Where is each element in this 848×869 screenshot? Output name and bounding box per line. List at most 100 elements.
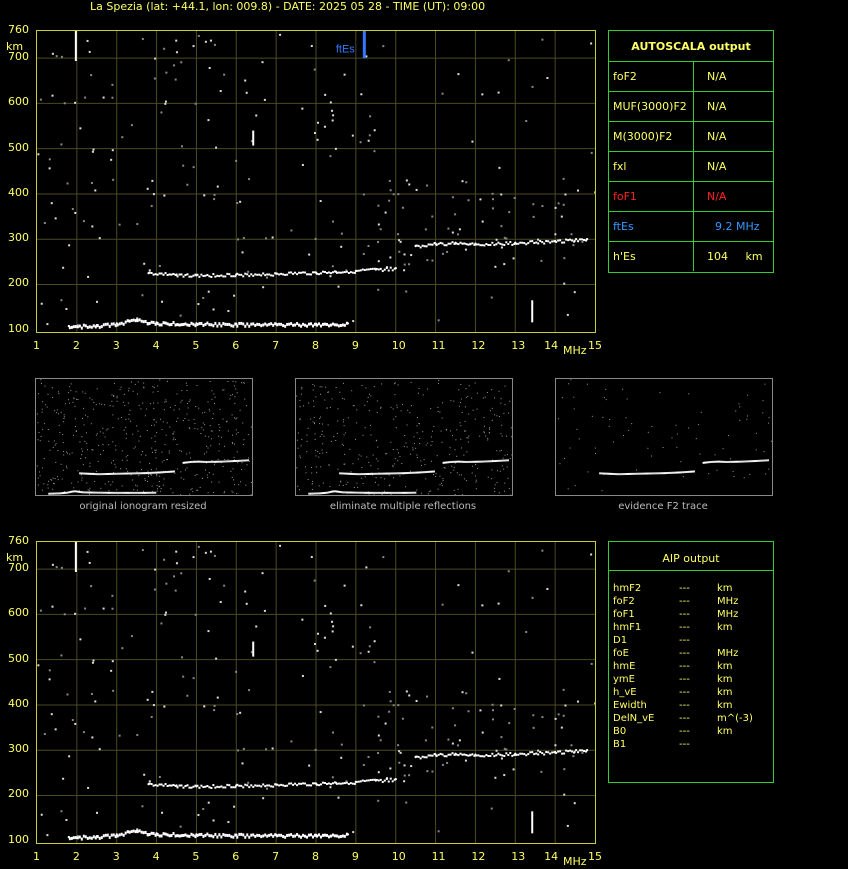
thumb-noise <box>86 442 88 444</box>
x-tick-label: 13 <box>511 339 526 352</box>
trace-point <box>317 322 320 326</box>
noise-point <box>500 225 503 228</box>
thumb-noise <box>235 433 237 435</box>
thumb-noise <box>301 386 303 388</box>
trace-vertex <box>454 241 457 245</box>
thumb-noise <box>53 483 55 485</box>
noise-point <box>367 139 370 142</box>
thumb-trace <box>194 460 196 463</box>
thumb-noise <box>612 441 614 443</box>
thumb-trace <box>111 491 113 494</box>
thumb-noise <box>569 447 571 449</box>
thumb-noise <box>142 402 144 404</box>
thumb-noise <box>48 480 50 482</box>
noise-point <box>111 660 114 663</box>
thumbnail-eliminate-multiple[interactable] <box>295 378 513 496</box>
thumb-noise <box>340 480 342 482</box>
trace-point <box>216 835 219 839</box>
trace-point <box>443 244 446 247</box>
aip-param: D1 <box>613 635 628 646</box>
thumb-trace <box>52 492 54 495</box>
trace-point <box>359 780 362 783</box>
thumb-trace <box>131 472 133 475</box>
aip-value: --- <box>679 583 690 594</box>
trace-point <box>529 240 532 243</box>
thumb-trace <box>81 472 83 475</box>
thumb-noise <box>51 479 53 481</box>
noise-point <box>471 140 474 143</box>
trace-point <box>282 324 285 328</box>
thumb-trace <box>431 470 433 473</box>
noise-point <box>563 793 566 796</box>
thumb-trace <box>470 460 472 463</box>
thumb-trace <box>121 491 123 494</box>
thumb-noise <box>395 416 397 418</box>
trace-point <box>583 239 586 242</box>
thumb-trace <box>138 491 140 494</box>
trace-point <box>192 322 195 326</box>
autoscala-separator <box>693 212 694 241</box>
thumb-trace <box>423 471 425 474</box>
trace-point <box>164 832 167 836</box>
thumb-trace <box>106 472 108 475</box>
trace-point <box>158 834 161 838</box>
thumb-noise <box>229 398 231 400</box>
thumb-trace <box>88 491 90 494</box>
x-tick-label: 1 <box>33 850 40 863</box>
thumb-trace <box>374 491 376 494</box>
aip-unit: m^(-3) <box>717 713 753 724</box>
thumb-trace <box>391 491 393 494</box>
thumb-noise <box>465 430 467 432</box>
trace-point <box>210 834 213 838</box>
thumb-noise <box>392 448 394 450</box>
thumb-trace <box>137 472 139 475</box>
thumb-noise <box>91 448 93 450</box>
thumb-trace <box>224 460 226 463</box>
thumb-noise <box>134 383 136 385</box>
thumb-noise <box>299 457 301 459</box>
thumb-noise <box>47 487 49 489</box>
noise-point <box>51 563 54 566</box>
thumb-noise <box>437 488 439 490</box>
trace-point <box>122 322 125 326</box>
trace-point <box>308 784 311 787</box>
thumb-noise <box>81 448 83 450</box>
noise-point <box>153 77 156 80</box>
noise-point <box>84 607 87 610</box>
thumb-trace <box>311 492 313 495</box>
trace-point <box>505 752 508 755</box>
thumb-noise <box>376 412 378 414</box>
vertical-mark <box>252 130 255 146</box>
trace-point <box>357 269 360 272</box>
thumb-trace <box>385 491 387 494</box>
trace-point <box>260 785 263 788</box>
trace-point <box>256 833 259 837</box>
thumb-noise <box>343 434 345 436</box>
trace-point <box>527 242 530 245</box>
trace-vertex <box>195 274 198 277</box>
trace-point <box>280 783 283 786</box>
thumb-noise <box>460 447 462 449</box>
thumb-trace <box>385 472 387 475</box>
thumb-noise <box>456 472 458 474</box>
thumb-noise <box>410 405 412 407</box>
thumbnail-evidence-f2[interactable] <box>555 378 773 496</box>
thumb-noise <box>120 468 122 470</box>
aip-title: AIP output <box>662 552 720 565</box>
thumb-trace <box>51 492 53 495</box>
thumb-trace <box>384 472 386 475</box>
thumbnail-original[interactable] <box>35 378 253 496</box>
thumb-noise <box>151 491 153 493</box>
thumb-noise <box>383 490 385 492</box>
thumb-noise <box>92 449 94 451</box>
thumb-noise <box>396 404 398 406</box>
thumb-trace <box>380 472 382 475</box>
thumb-trace <box>394 472 396 475</box>
noise-point <box>208 577 211 580</box>
noise-point <box>112 689 115 692</box>
thumb-noise <box>650 455 652 457</box>
thumb-noise <box>500 398 502 400</box>
aip-row: h_vE --- km <box>613 687 773 700</box>
thumb-noise <box>81 477 83 479</box>
thumb-noise <box>123 401 125 403</box>
